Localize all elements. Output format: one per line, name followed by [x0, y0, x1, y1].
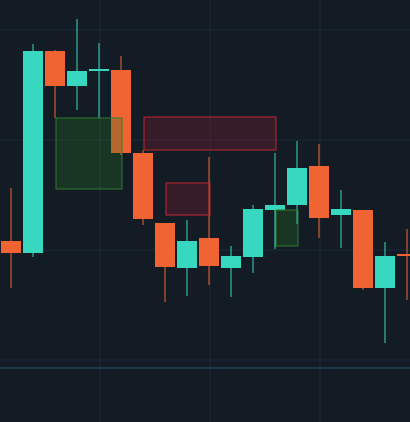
candle-body: [287, 168, 307, 205]
candle-body: [23, 51, 43, 253]
supply-zone: [165, 182, 211, 216]
candle-body: [177, 241, 197, 268]
candle-body: [89, 69, 109, 71]
candle-body: [353, 210, 373, 288]
candle-body: [133, 153, 153, 219]
candle-body: [331, 209, 351, 215]
candle-body: [309, 166, 329, 218]
candle-body: [375, 256, 395, 288]
candle-body: [243, 209, 263, 257]
candle-body: [45, 51, 65, 86]
candle-body: [111, 70, 131, 153]
candles: [1, 19, 410, 343]
candle-body: [67, 71, 87, 86]
candle-body: [199, 238, 219, 266]
candle-body: [265, 205, 285, 210]
candle-body: [155, 223, 175, 267]
supply-zone: [143, 116, 277, 151]
demand-zone: [55, 117, 123, 190]
candle-body: [221, 256, 241, 268]
demand-zone: [275, 209, 299, 247]
candle-body: [397, 254, 410, 256]
candle-body: [1, 241, 21, 253]
